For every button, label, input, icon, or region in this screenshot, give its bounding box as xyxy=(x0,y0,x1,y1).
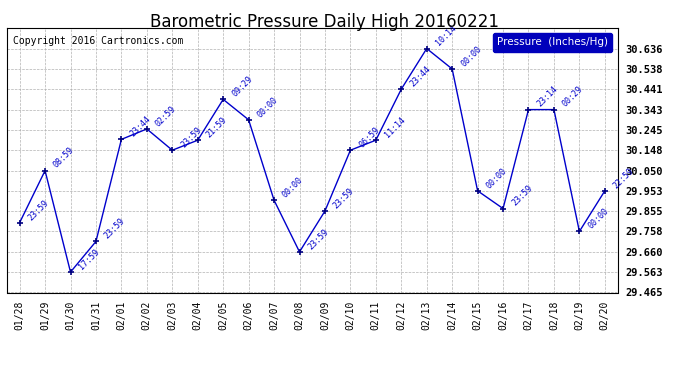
Text: 23:14: 23:14 xyxy=(535,85,560,109)
Text: 00:00: 00:00 xyxy=(459,44,483,68)
Text: 00:00: 00:00 xyxy=(255,95,279,119)
Text: 21:59: 21:59 xyxy=(205,116,228,140)
Text: 23:44: 23:44 xyxy=(408,64,432,88)
Legend: Pressure  (Inches/Hg): Pressure (Inches/Hg) xyxy=(493,33,612,52)
Text: 22:59: 22:59 xyxy=(612,166,635,190)
Text: 23:59: 23:59 xyxy=(27,198,50,222)
Text: 00:29: 00:29 xyxy=(561,85,585,109)
Text: 23:44: 23:44 xyxy=(128,114,152,139)
Text: 23:59: 23:59 xyxy=(103,217,127,241)
Text: 06:59: 06:59 xyxy=(357,125,382,149)
Text: Barometric Pressure Daily High 20160221: Barometric Pressure Daily High 20160221 xyxy=(150,13,499,31)
Text: 08:59: 08:59 xyxy=(52,146,76,170)
Text: 11:14: 11:14 xyxy=(383,116,407,140)
Text: 00:00: 00:00 xyxy=(281,176,305,200)
Text: 09:29: 09:29 xyxy=(230,75,254,99)
Text: 23:59: 23:59 xyxy=(332,186,356,210)
Text: 00:00: 00:00 xyxy=(484,166,509,190)
Text: 23:59: 23:59 xyxy=(306,227,331,251)
Text: 23:59: 23:59 xyxy=(179,125,204,149)
Text: 17:59: 17:59 xyxy=(77,247,101,271)
Text: 10:14: 10:14 xyxy=(434,24,457,48)
Text: 00:00: 00:00 xyxy=(586,207,611,231)
Text: Copyright 2016 Cartronics.com: Copyright 2016 Cartronics.com xyxy=(13,36,184,46)
Text: 02:59: 02:59 xyxy=(154,104,178,128)
Text: 23:59: 23:59 xyxy=(510,184,534,208)
